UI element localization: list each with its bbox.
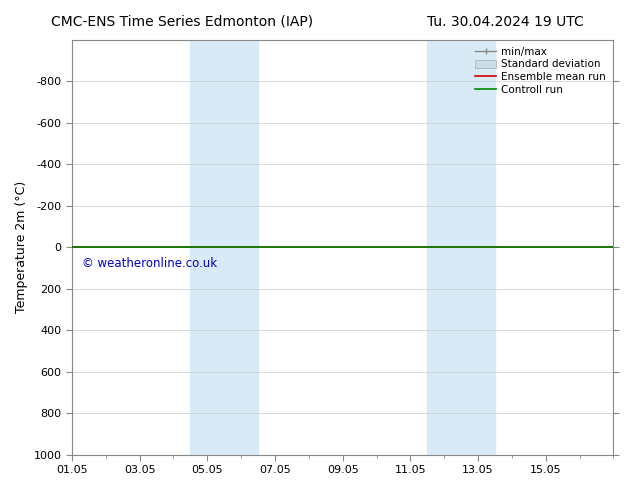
- Y-axis label: Temperature 2m (°C): Temperature 2m (°C): [15, 181, 28, 313]
- Legend: min/max, Standard deviation, Ensemble mean run, Controll run: min/max, Standard deviation, Ensemble me…: [473, 45, 608, 97]
- Bar: [427, 40, 495, 455]
- Text: Tu. 30.04.2024 19 UTC: Tu. 30.04.2024 19 UTC: [427, 15, 583, 29]
- Bar: [190, 40, 258, 455]
- Text: © weatheronline.co.uk: © weatheronline.co.uk: [82, 257, 217, 270]
- Text: CMC-ENS Time Series Edmonton (IAP): CMC-ENS Time Series Edmonton (IAP): [51, 15, 313, 29]
